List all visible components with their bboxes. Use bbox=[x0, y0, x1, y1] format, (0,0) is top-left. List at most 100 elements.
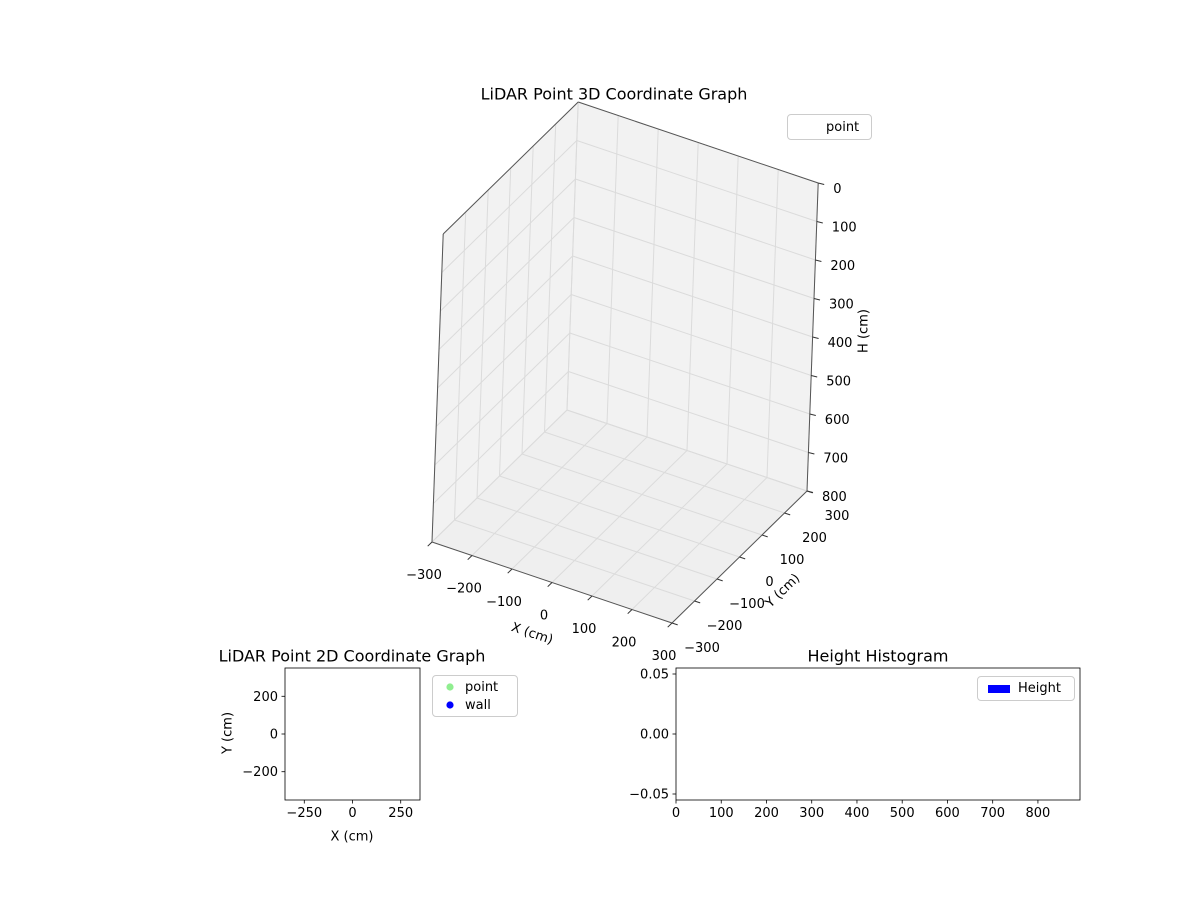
x-tick-label: 0 bbox=[672, 806, 680, 821]
legend-entry-point: point bbox=[442, 678, 508, 696]
y-tick-label: 0.00 bbox=[640, 728, 669, 743]
grid-line bbox=[646, 128, 659, 438]
plot3d-zaxis-label: H (cm) bbox=[856, 309, 872, 353]
histogram-title: Height Histogram bbox=[807, 646, 949, 666]
tick-mark bbox=[806, 490, 814, 493]
x-tick-label: 200 bbox=[612, 636, 637, 651]
legend-marker-point bbox=[446, 683, 454, 691]
tick-mark bbox=[818, 182, 825, 185]
tick-mark bbox=[507, 568, 513, 574]
legend-entry-height: Height bbox=[987, 679, 1065, 698]
z-tick-label: 0 bbox=[833, 182, 841, 197]
z-tick-label: 200 bbox=[830, 259, 855, 274]
grid-line bbox=[476, 189, 489, 499]
histogram-legend: Height bbox=[977, 676, 1075, 701]
tick-mark bbox=[427, 541, 433, 547]
tick-mark bbox=[627, 609, 633, 615]
grid-line bbox=[551, 450, 688, 583]
z-tick-label: 100 bbox=[832, 221, 857, 236]
lidar-2d-plot-area bbox=[284, 667, 421, 801]
grid-line bbox=[521, 145, 534, 455]
x-tick-label: 400 bbox=[845, 806, 870, 821]
tick-mark bbox=[812, 336, 819, 339]
grid-line bbox=[471, 423, 608, 556]
x-tick-label: 0 bbox=[540, 609, 548, 624]
legend-marker-blank bbox=[797, 122, 819, 132]
x-tick-label: −300 bbox=[406, 568, 442, 583]
tick-mark bbox=[694, 600, 701, 604]
z-tick-label: 600 bbox=[825, 413, 850, 428]
tick-mark bbox=[808, 452, 815, 455]
plot2d-legend: point wall bbox=[432, 675, 518, 717]
z-tick-label: 500 bbox=[826, 375, 851, 390]
z-tick-label: 700 bbox=[823, 452, 848, 467]
y-tick-label: −200 bbox=[707, 619, 743, 634]
axis-edge bbox=[578, 101, 819, 184]
tick-mark bbox=[671, 622, 678, 626]
tick-mark bbox=[467, 555, 473, 561]
grid-line bbox=[566, 101, 579, 411]
plot2d-xaxis-label: X (cm) bbox=[330, 829, 374, 845]
axis-edge bbox=[442, 101, 579, 235]
grid-line bbox=[766, 169, 779, 478]
y-tick-label: −0.05 bbox=[629, 788, 669, 803]
plot2d-title: LiDAR Point 2D Coordinate Graph bbox=[218, 646, 486, 666]
plot3d-legend: point bbox=[787, 114, 872, 140]
tick-mark bbox=[813, 298, 821, 301]
x-tick-label: 300 bbox=[799, 806, 824, 821]
tick-mark bbox=[809, 413, 816, 416]
z-tick-label: 400 bbox=[828, 336, 853, 351]
x-tick-label: −200 bbox=[446, 582, 482, 597]
grid-line bbox=[431, 409, 568, 543]
grid-line bbox=[606, 115, 619, 424]
tick-mark bbox=[547, 582, 553, 588]
x-tick-label: −250 bbox=[286, 806, 322, 821]
z-tick-label: 800 bbox=[822, 490, 847, 505]
tick-mark bbox=[716, 578, 723, 582]
plot3d-title: LiDAR Point 3D Coordinate Graph bbox=[480, 84, 748, 104]
y-tick-label: −200 bbox=[242, 765, 278, 780]
tick-mark bbox=[784, 512, 791, 516]
x-tick-label: 700 bbox=[980, 806, 1005, 821]
legend-entry-wall: wall bbox=[442, 696, 508, 714]
z-tick-label: 300 bbox=[829, 298, 854, 313]
x-tick-label: 100 bbox=[709, 806, 734, 821]
tick-mark bbox=[587, 595, 593, 601]
x-tick-label: 200 bbox=[754, 806, 779, 821]
grid-line bbox=[591, 463, 728, 597]
grid-line bbox=[499, 167, 512, 477]
x-tick-label: 300 bbox=[652, 649, 677, 664]
y-tick-label: 200 bbox=[802, 531, 827, 546]
x-tick-label: −100 bbox=[486, 595, 522, 610]
grid-line bbox=[454, 211, 467, 521]
y-tick-label: 0 bbox=[270, 728, 278, 743]
x-tick-label: 250 bbox=[388, 806, 413, 821]
grid-line bbox=[631, 477, 768, 610]
tick-mark bbox=[739, 556, 746, 560]
legend-entry-point: point bbox=[797, 118, 862, 137]
tick-mark bbox=[816, 221, 823, 224]
y-tick-label: 100 bbox=[780, 553, 805, 568]
axis-edge bbox=[431, 233, 444, 543]
legend-label: wall bbox=[465, 697, 491, 713]
grid-line bbox=[544, 123, 557, 433]
grid-line bbox=[511, 436, 648, 570]
x-tick-label: 600 bbox=[935, 806, 960, 821]
tick-mark bbox=[667, 622, 673, 628]
x-tick-label: 0 bbox=[348, 806, 356, 821]
grid-line bbox=[726, 155, 739, 465]
x-tick-label: 500 bbox=[890, 806, 915, 821]
y-tick-label: 200 bbox=[253, 690, 278, 705]
legend-label: point bbox=[826, 119, 860, 135]
y-tick-label: 0 bbox=[765, 575, 773, 590]
legend-label: Height bbox=[1018, 681, 1061, 696]
x-tick-label: 100 bbox=[572, 622, 597, 637]
legend-label: point bbox=[465, 679, 499, 695]
legend-patch-height bbox=[988, 684, 1010, 693]
y-tick-label: −300 bbox=[684, 641, 720, 656]
tick-mark bbox=[811, 375, 818, 378]
y-tick-label: 300 bbox=[825, 509, 850, 524]
y-tick-label: −100 bbox=[729, 597, 765, 612]
tick-mark bbox=[815, 259, 822, 262]
